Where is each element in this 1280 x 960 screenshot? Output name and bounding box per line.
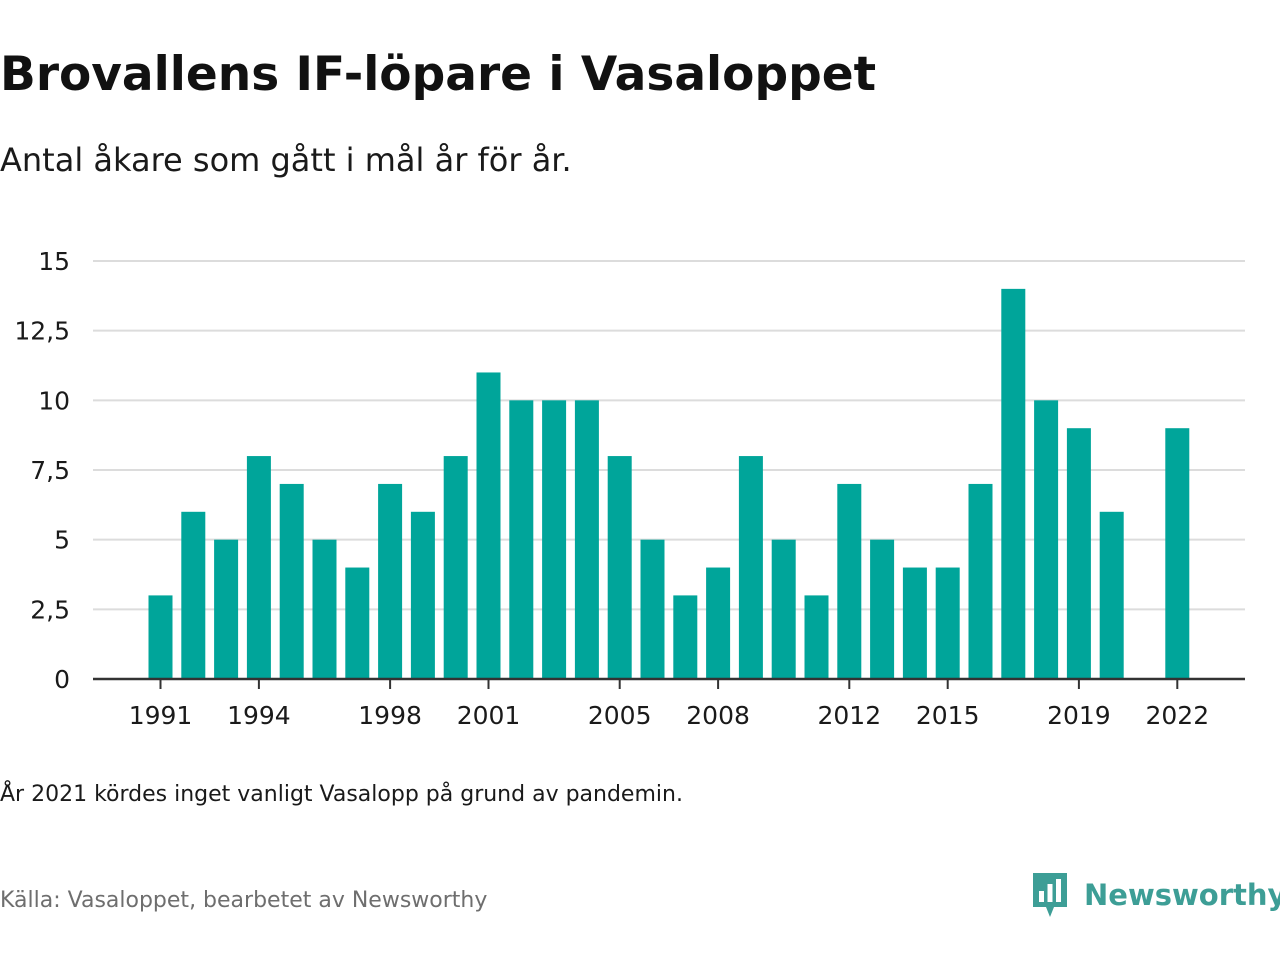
newsworthy-logo-text: Newsworthy xyxy=(1084,878,1280,912)
bar xyxy=(378,483,403,679)
y-tick-label: 2,5 xyxy=(30,595,70,624)
bar xyxy=(443,456,468,679)
newsworthy-logo-icon xyxy=(1033,873,1067,917)
x-tick-label: 2001 xyxy=(457,701,521,730)
bar xyxy=(1001,288,1026,679)
y-tick-label: 10 xyxy=(38,386,70,415)
bar xyxy=(738,456,763,679)
bar xyxy=(1066,428,1091,679)
y-tick-label: 12,5 xyxy=(14,317,70,346)
x-tick-label: 2012 xyxy=(817,701,881,730)
bar xyxy=(1165,428,1190,679)
chart-note: År 2021 kördes inget vanligt Vasalopp på… xyxy=(0,782,683,807)
bar xyxy=(181,511,206,679)
x-tick-label: 2005 xyxy=(588,701,652,730)
newsworthy-logo: Newsworthy xyxy=(1030,868,1280,922)
x-tick-label: 2015 xyxy=(916,701,980,730)
y-tick-label: 15 xyxy=(38,247,70,276)
bar xyxy=(345,567,370,679)
x-tick-label: 2022 xyxy=(1145,701,1209,730)
y-tick-label: 5 xyxy=(54,526,70,555)
bar xyxy=(509,400,534,679)
bar xyxy=(214,539,239,679)
bar xyxy=(870,539,895,679)
bar xyxy=(673,595,698,679)
x-tick-label: 2019 xyxy=(1047,701,1111,730)
bar xyxy=(312,539,337,679)
bar xyxy=(837,483,862,679)
bar xyxy=(804,595,829,679)
chart-source: Källa: Vasaloppet, bearbetet av Newswort… xyxy=(0,888,488,913)
x-tick-label: 2008 xyxy=(686,701,750,730)
bar xyxy=(246,456,271,679)
bar xyxy=(542,400,567,679)
bar xyxy=(1099,511,1124,679)
x-tick-label: 1991 xyxy=(129,701,193,730)
bar xyxy=(410,511,435,679)
x-tick-label: 1998 xyxy=(358,701,422,730)
chart-subtitle: Antal åkare som gått i mål år för år. xyxy=(0,141,572,179)
bar xyxy=(1034,400,1059,679)
bar xyxy=(968,483,993,679)
bar xyxy=(279,483,304,679)
bar xyxy=(771,539,796,679)
bar xyxy=(902,567,927,679)
bar xyxy=(935,567,960,679)
bar xyxy=(706,567,731,679)
bars xyxy=(148,288,1190,679)
bar xyxy=(607,456,632,679)
bar xyxy=(574,400,599,679)
bar xyxy=(148,595,173,679)
bar xyxy=(640,539,665,679)
x-tick-label: 1994 xyxy=(227,701,291,730)
y-tick-label: 0 xyxy=(54,665,70,694)
bar xyxy=(476,372,501,679)
y-tick-label: 7,5 xyxy=(30,456,70,485)
chart-title: Brovallens IF-löpare i Vasaloppet xyxy=(0,47,877,102)
axes: 0 2,5 5 7,5 10 12,5 15 1991 1994 1998 2001 2005 2008… xyxy=(14,247,1245,730)
